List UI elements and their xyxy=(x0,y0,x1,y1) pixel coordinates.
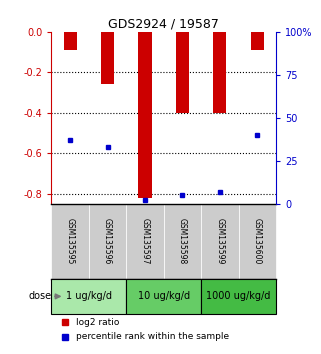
Bar xyxy=(176,32,189,113)
Text: 10 ug/kg/d: 10 ug/kg/d xyxy=(138,291,190,301)
Bar xyxy=(51,204,89,279)
Text: percentile rank within the sample: percentile rank within the sample xyxy=(76,332,229,341)
Text: GSM135597: GSM135597 xyxy=(141,218,150,264)
Bar xyxy=(201,279,276,314)
Bar xyxy=(251,32,264,50)
Bar xyxy=(164,204,201,279)
Bar xyxy=(126,204,164,279)
Bar xyxy=(51,279,126,314)
Text: 1000 ug/kg/d: 1000 ug/kg/d xyxy=(206,291,271,301)
Bar xyxy=(64,32,77,50)
Text: GSM135596: GSM135596 xyxy=(103,218,112,264)
Bar xyxy=(201,204,239,279)
Text: dose: dose xyxy=(28,291,51,301)
Bar xyxy=(138,32,152,198)
Bar xyxy=(213,32,226,113)
Text: log2 ratio: log2 ratio xyxy=(76,318,119,327)
Text: GSM135599: GSM135599 xyxy=(215,218,224,264)
Title: GDS2924 / 19587: GDS2924 / 19587 xyxy=(108,18,219,31)
Text: GSM135595: GSM135595 xyxy=(65,218,74,264)
Bar xyxy=(89,204,126,279)
Bar xyxy=(126,279,201,314)
Bar xyxy=(101,32,114,85)
Text: GSM135600: GSM135600 xyxy=(253,218,262,264)
Bar xyxy=(239,204,276,279)
Text: GSM135598: GSM135598 xyxy=(178,218,187,264)
Text: 1 ug/kg/d: 1 ug/kg/d xyxy=(66,291,112,301)
